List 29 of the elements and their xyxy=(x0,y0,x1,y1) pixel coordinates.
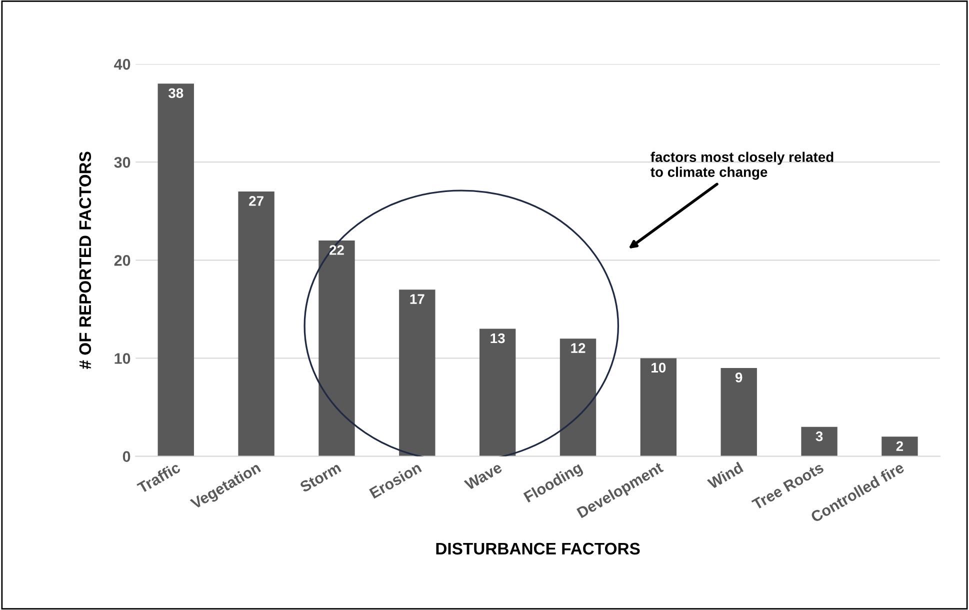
annotation: factors most closely related to climate change xyxy=(650,152,834,180)
y-tick-label: 40 xyxy=(114,58,130,70)
data-label: 27 xyxy=(249,196,264,206)
y-tick-label: 20 xyxy=(114,255,130,266)
y-tick-label: 30 xyxy=(114,156,130,168)
data-label: 13 xyxy=(490,333,505,344)
x-axis-title: DISTURBANCE FACTORS xyxy=(436,542,640,555)
bar xyxy=(158,84,194,456)
data-label: 17 xyxy=(410,294,424,304)
data-label: 3 xyxy=(816,431,823,442)
bar xyxy=(560,338,596,456)
data-label: 10 xyxy=(652,362,666,373)
bar xyxy=(318,240,355,456)
bar xyxy=(238,192,274,456)
data-label: 22 xyxy=(329,245,344,255)
y-axis-title: # OF REPORTED FACTORS xyxy=(79,152,92,370)
bar xyxy=(640,358,677,456)
data-label: 9 xyxy=(735,372,742,382)
bar xyxy=(399,290,436,456)
bar xyxy=(882,436,918,456)
bar xyxy=(479,328,516,456)
y-tick-label: 10 xyxy=(114,353,130,364)
data-label: 38 xyxy=(168,88,184,98)
y-tick-label: 0 xyxy=(122,451,130,462)
data-label: 2 xyxy=(896,441,904,451)
bar xyxy=(801,426,838,456)
x-tick-label: Wave xyxy=(464,462,503,491)
data-label: 12 xyxy=(571,343,586,353)
bar xyxy=(720,368,757,456)
